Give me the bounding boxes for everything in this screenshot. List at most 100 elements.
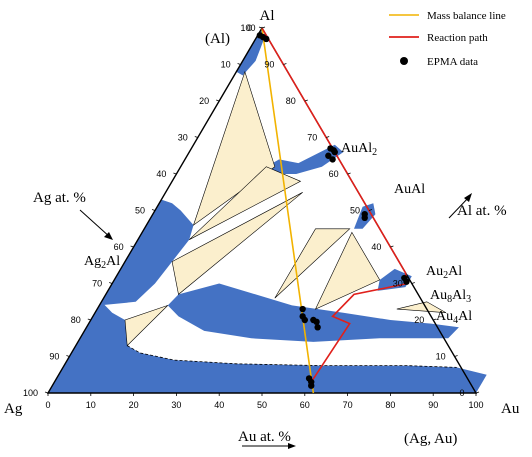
bottom-tick-label: 100 [468,400,483,410]
tie-triangle-aual-au2al [314,231,381,310]
epma-data-point [361,214,368,221]
bottom-tick-label: 40 [214,400,224,410]
phase-regions [48,28,487,393]
legend-epma-label: EPMA data [427,56,478,68]
tie-triangle-ag-au-ag2al [124,305,169,347]
left-tick-label: 100 [23,388,38,398]
right-tick-mark [390,245,394,248]
left-tick-mark [130,245,134,248]
bottom-tick-label: 10 [86,400,96,410]
phase-label-aual: AuAl [394,182,425,197]
tie-triangles [124,70,457,368]
left-tick-label: 90 [49,352,59,362]
left-tick-label: 70 [92,279,102,289]
phase-region-ag-au-solid-solution [48,301,487,393]
right-axis-title: Al at. % [457,203,507,219]
left-tick-mark [173,172,177,175]
phase-label-aual2: AuAl2 [341,141,377,158]
mass-balance-line [261,27,315,394]
phase-region-aual2 [266,144,344,174]
top-corner-element: Al [260,8,275,24]
right-tick-label: 0 [459,388,464,398]
phase-label-ag2al: Ag2Al [84,254,120,271]
right-tick-label: 20 [414,315,424,325]
left-tick-mark [109,282,113,284]
right-tick-mark [283,63,287,65]
right-axis-arrow [448,193,472,219]
right-tick-label: 40 [371,242,381,252]
left-corner-label: Ag [4,401,23,417]
bottom-tick-label: 90 [428,400,438,410]
bottom-right-corner-label: (Ag, Au) [404,431,457,447]
left-tick-mark [87,318,91,321]
bottom-tick-label: 60 [300,400,310,410]
bottom-tick-label: 0 [45,400,50,410]
left-tick-label: 30 [178,133,188,143]
left-tick-mark [151,209,156,211]
bottom-tick-label: 20 [129,400,139,410]
right-tick-label: 80 [286,96,296,106]
epma-data-point [314,324,321,331]
left-tick-label: 20 [199,96,209,106]
bottom-axis-title: Au at. % [238,429,291,445]
right-tick-mark [261,26,266,29]
top-corner-label: (Al) [205,31,230,47]
phase-label-au4al: Au4Al [436,309,472,326]
right-tick-mark [368,209,373,211]
epma-data-point [403,278,410,285]
bottom-axis-arrow [242,443,296,449]
left-tick-label: 0 [247,23,252,33]
tie-triangle-ag2al-lens [171,192,303,295]
right-tick-label: 60 [329,169,339,179]
phase-region-au2al [377,268,412,291]
bottom-tick-label: 50 [257,400,267,410]
right-tick-mark [326,136,330,138]
tie-triangle-au8al3 [396,301,447,313]
tick-labels: 0 0 0 10 10 10 20 20 20 30 30 30 40 40 40 50 50 50 60 60 60 7… [23,23,484,410]
left-tick-label: 40 [156,169,166,179]
epma-data-point [301,316,308,324]
tie-triangle-al-ag2al [192,70,276,226]
left-tick-mark [237,63,241,65]
left-tick-mark [66,355,70,357]
left-tick-mark [216,99,220,102]
legend-reaction-path-label: Reaction path [427,32,488,44]
epma-data-point [329,156,336,163]
legend-epma-marker [400,57,408,65]
epma-data-point [308,382,315,389]
bottom-tick-label: 30 [171,400,181,410]
left-tick-mark [258,26,263,29]
left-tick-label: 60 [114,242,124,252]
epma-data-point [325,152,332,159]
tie-triangle-ag2al-aual2 [188,166,302,240]
left-tick-mark [44,391,49,394]
right-corner-label: Au [501,401,520,417]
left-axis-title: Ag at. % [33,190,86,206]
legend: Mass balance line Reaction path EPMA dat… [389,10,506,68]
right-tick-label: 10 [436,352,446,362]
epma-data-point [331,148,338,156]
epma-data-point [263,35,270,43]
phase-region-au4al [167,283,459,342]
right-tick-label: 90 [264,60,274,70]
right-tick-mark [347,172,351,175]
right-tick-mark [411,282,415,284]
phase-region-al [236,28,265,76]
left-tick-label: 10 [221,60,231,70]
right-tick-mark [433,318,437,321]
right-tick-label: 30 [393,279,403,289]
right-tick-label: 50 [350,206,360,216]
right-tick-mark [475,391,480,394]
left-axis-arrow [79,209,113,240]
bottom-tick-label: 70 [343,400,353,410]
phase-label-au8al3: Au8Al3 [430,288,471,305]
left-tick-label: 80 [71,315,81,325]
phase-region-ag2al [99,199,194,306]
epma-points [256,32,410,389]
epma-data-point [313,318,320,326]
left-tick-mark [194,136,198,138]
epma-data-point [299,305,306,313]
right-tick-label: 100 [240,23,255,33]
phase-boundary-dashed [127,345,457,368]
